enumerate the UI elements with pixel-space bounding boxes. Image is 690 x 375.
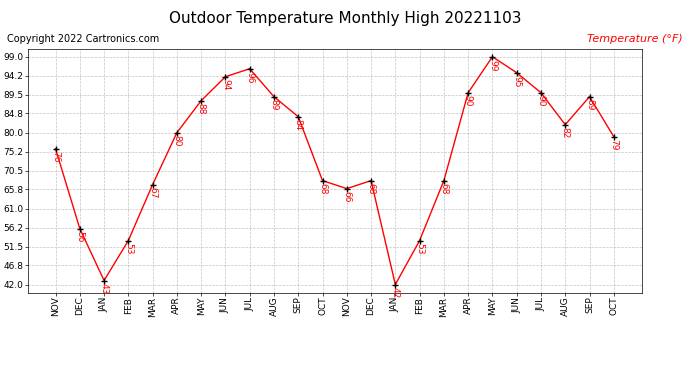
Text: 89: 89 <box>270 99 279 111</box>
Text: 79: 79 <box>609 140 618 151</box>
Text: 89: 89 <box>585 99 594 111</box>
Text: Temperature (°F): Temperature (°F) <box>587 34 683 44</box>
Text: 99: 99 <box>488 60 497 71</box>
Text: 68: 68 <box>366 183 375 195</box>
Text: Copyright 2022 Cartronics.com: Copyright 2022 Cartronics.com <box>7 34 159 44</box>
Text: 84: 84 <box>294 120 303 131</box>
Text: 90: 90 <box>464 96 473 107</box>
Text: 42: 42 <box>391 287 400 298</box>
Text: 53: 53 <box>415 243 424 255</box>
Text: 68: 68 <box>318 183 327 195</box>
Text: 82: 82 <box>561 128 570 139</box>
Text: 53: 53 <box>124 243 133 255</box>
Text: 56: 56 <box>75 231 84 243</box>
Text: 88: 88 <box>197 104 206 115</box>
Text: 43: 43 <box>99 283 108 295</box>
Text: 94: 94 <box>221 80 230 91</box>
Text: 76: 76 <box>51 152 60 163</box>
Text: 90: 90 <box>536 96 546 107</box>
Text: 80: 80 <box>172 135 181 147</box>
Text: 68: 68 <box>440 183 449 195</box>
Text: 66: 66 <box>342 191 351 203</box>
Text: 96: 96 <box>245 72 254 83</box>
Text: Outdoor Temperature Monthly High 20221103: Outdoor Temperature Monthly High 2022110… <box>169 11 521 26</box>
Text: 67: 67 <box>148 188 157 199</box>
Text: 95: 95 <box>512 75 521 87</box>
